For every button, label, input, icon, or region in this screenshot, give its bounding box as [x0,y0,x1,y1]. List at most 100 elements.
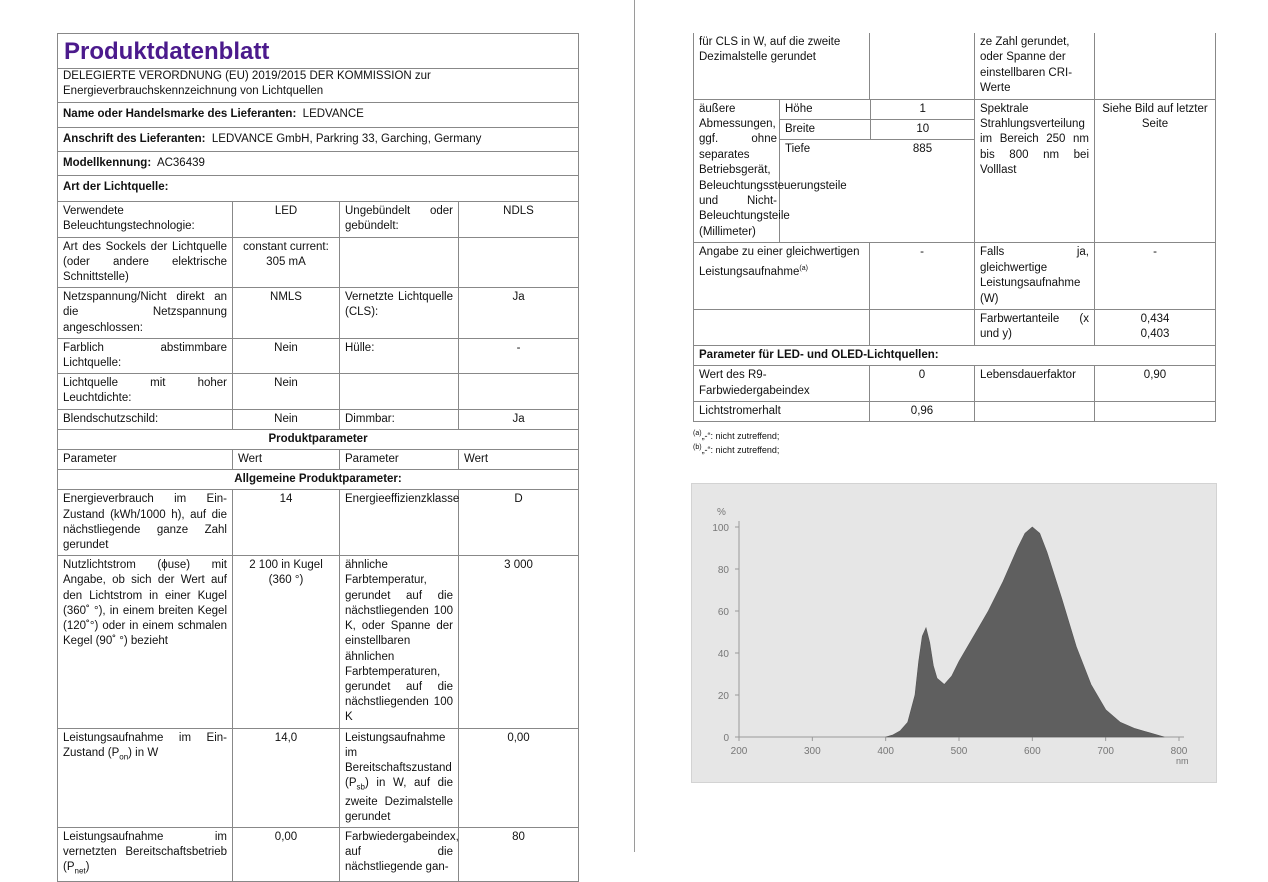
param-cell: Dimmbar: [339,408,459,430]
spectrum-chart: 0 20 40 60 80 100 200 300 400 500 600 700 800% nm [691,483,1217,783]
table-row: Netzspannung/Nicht direkt an die Netzspa… [57,287,580,339]
value-cell: 14,0 [232,727,340,829]
footnote-text: „-“: nicht zutreffend; [701,431,780,442]
left-page: Produktdatenblatt DELEGIERTE VERORDNUNG … [56,33,580,882]
regulation-text: DELEGIERTE VERORDNUNG (EU) 2019/2015 DER… [56,67,580,104]
value-cell: constant current: 305 mA [232,236,340,289]
value-cell: 0,434 0,403 [1094,308,1216,346]
value-cell [1094,33,1216,100]
y-tick-label: 0 [723,733,729,744]
product-params-heading: Produktparameter [56,428,580,451]
x-tick-label: 500 [951,746,968,757]
param-text: ) in W [128,746,159,759]
param-text: Angabe zu einer gleichwertigen Leistungs… [699,246,860,278]
dim-value: 1 [869,99,975,121]
param-cell: Leistungsaufnahme im Bereitschaftszustan… [339,727,459,829]
param-cell: Farbwiedergabeindex, auf die nächstliege… [339,827,459,882]
light-source-type-heading: Art der Lichtquelle: [56,175,580,203]
right-page: für CLS in W, auf die zweite Dezimalstel… [693,33,1216,456]
model-value: AC36439 [156,156,205,169]
value-cell: D [457,489,580,557]
value-cell: Nein [232,373,340,410]
param-cell: Art des Sockels der Lichtquelle (oder an… [57,236,233,289]
dimensions-label: äußere Abmessungen, ggf. ohne separates … [693,98,847,244]
param-cell: Farblich abstimmbare Lichtquelle: [57,337,233,375]
param-cell: Verwendete Beleuchtungstechnologie: [57,201,233,238]
footnote-ref: (a) [799,264,808,272]
address-label: Anschrift des Lieferanten: [63,132,206,145]
x-tick-label: 300 [804,746,821,757]
table-row: Nutzlichtstrom (ϕuse) mit Angabe, ob sic… [57,555,580,729]
table-row: für CLS in W, auf die zweite Dezimalstel… [693,33,1216,100]
param-cell: Farbwertanteile (x und y) [974,308,1095,346]
table-row: Leistungsaufnahme im vernetzten Bereitsc… [57,827,580,882]
param-cell: Spektrale Strahlungsverteilung im Bereic… [974,98,1095,244]
model-row: Modellkennung: AC36439 [56,150,580,177]
spectrum-area [885,526,1165,738]
param-cell: Wert des R9-Farbwiedergabeindex [693,365,870,402]
datasheet-title: Produktdatenblatt [56,33,580,69]
value-cell: 0,96 [869,400,975,423]
table-row: Farbwertanteile (x und y) 0,434 0,403 [693,308,1216,346]
x-axis-unit: nm [1176,756,1189,766]
param-cell: Ungebündelt oder gebündelt: [339,201,459,238]
param-cell: Falls ja, gleichwertige Leistungsaufnahm… [974,242,1095,310]
datasheet-table-left: Produktdatenblatt DELEGIERTE VERORDNUNG … [56,33,580,882]
value-cell: Nein [232,337,340,375]
chroma-x-value: 0,434 [1140,312,1170,325]
y-tick-label: 40 [718,649,730,660]
chroma-y-value: 0,403 [1140,328,1170,341]
address-row: Anschrift des Lieferanten: LEDVANCE GmbH… [56,126,580,152]
param-text: Leistungsaufnahme im Bereitschaftszustan… [345,731,452,790]
footnote-a: (a)„-“: nicht zutreffend; [693,428,1215,442]
param-text: Leistungsaufnahme im Ein-Zustand (P [63,731,227,759]
dimensions-cell: Höhe 1 Breite 10 Tiefe 885 [779,98,975,244]
led-params-heading: Parameter für LED- und OLED-Lichtquellen… [693,344,1216,367]
table-row: Energieverbrauch im Ein-Zustand (kWh/100… [57,489,580,557]
dimensions-table: Höhe 1 Breite 10 Tiefe 885 [780,99,975,160]
x-tick-label: 700 [1097,746,1114,757]
param-text: ) in W, auf die zweite Dezimalstelle ger… [345,777,453,823]
datasheet-table-right: für CLS in W, auf die zweite Dezimalstel… [693,33,1216,423]
param-subscript: on [119,752,129,762]
value-cell [869,33,975,100]
param-cell: Vernetzte Lichtquelle (CLS): [339,287,459,339]
param-cell: Blendschutzschild: [57,408,233,430]
footnotes: (a)„-“: nicht zutreffend; (b)„-“: nicht … [693,428,1215,456]
value-cell [1094,400,1216,423]
table-row: Lichtquelle mit hoher Leuchtdichte: Nein [57,373,580,410]
page-divider [634,0,635,852]
param-cell: Nutzlichtstrom (ϕuse) mit Angabe, ob sic… [57,555,233,729]
model-label: Modellkennung: [63,156,152,169]
supplier-row: Name oder Handelsmarke des Lieferanten: … [56,102,580,128]
table-row: Leistungsaufnahme im Ein-Zustand (Pon) i… [57,727,580,829]
column-header: Wert [232,449,340,471]
table-row: Angabe zu einer gleichwertigen Leistungs… [693,242,1216,310]
param-cell [339,236,459,289]
y-tick-label: 60 [718,607,730,618]
value-cell: - [869,242,975,310]
param-cell [693,308,870,346]
y-axis-label: % [717,507,726,518]
param-cell [339,373,459,410]
dim-label: Höhe [780,99,871,121]
value-cell: 14 [232,489,340,557]
param-cell: Netzspannung/Nicht direkt an die Netzspa… [57,287,233,339]
dim-label: Breite [780,119,871,141]
param-cell: Leistungsaufnahme im Ein-Zustand (Pon) i… [57,727,233,829]
value-cell: 80 [457,827,580,882]
table-row: Art des Sockels der Lichtquelle (oder an… [57,236,580,289]
value-cell: Ja [457,287,580,339]
param-cell: Lebensdauerfaktor [974,365,1095,402]
value-cell: 0 [869,365,975,402]
column-header: Parameter [57,449,233,471]
param-text: ) [85,861,90,874]
table-row: Farblich abstimmbare Lichtquelle: Nein H… [57,337,580,375]
param-subscript: net [74,866,86,876]
value-cell: Nein [232,408,340,430]
general-params-heading: Allgemeine Produktparameter: [56,469,580,491]
value-cell: 2 100 in Kugel (360 °) [232,555,340,729]
footnote-mark: (a) [693,430,702,438]
value-cell: - [457,337,580,375]
value-cell: 0,00 [457,727,580,829]
